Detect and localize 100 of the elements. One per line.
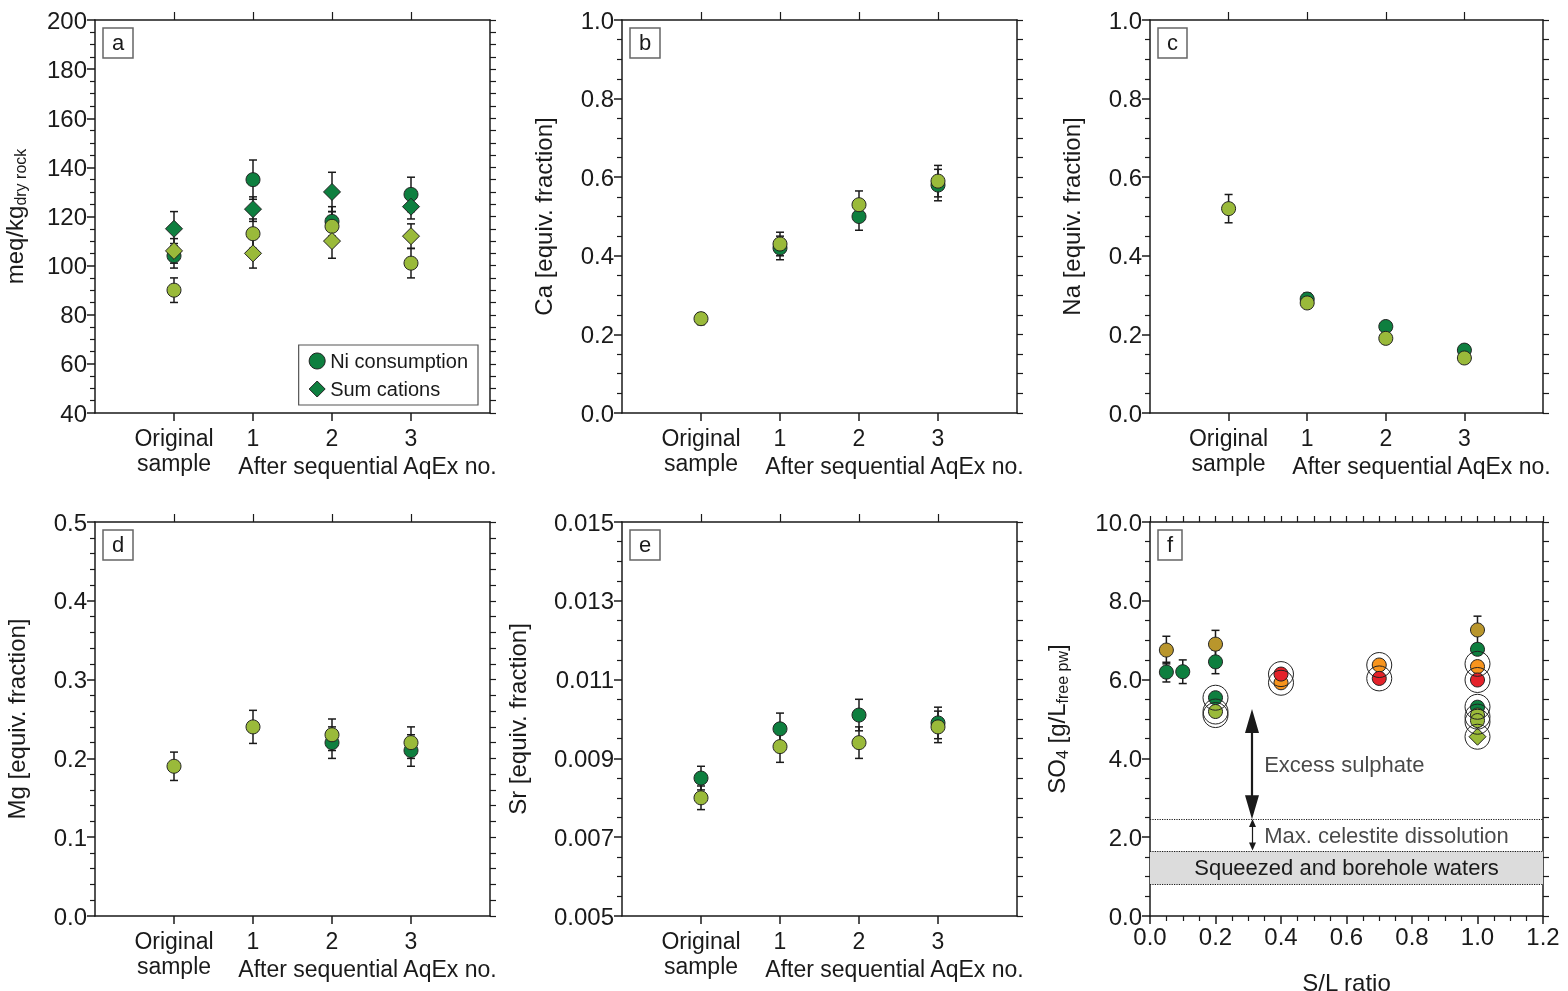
x-axis-title: After sequential AqEx no. (765, 956, 1024, 982)
y-tick-label: 0.4 (580, 242, 614, 270)
point (1268, 661, 1294, 688)
point (693, 770, 709, 786)
point (1378, 330, 1394, 346)
y-tick-label: 0.007 (553, 823, 614, 851)
point (1456, 350, 1472, 366)
x-axis-title: After sequential AqEx no. (238, 453, 497, 479)
point (693, 790, 709, 806)
point (772, 721, 788, 737)
point (1221, 201, 1237, 217)
x-tick-label: 3 (404, 424, 418, 451)
x-tick-label: 2 (325, 424, 339, 451)
band-label: Squeezed and borehole waters (1194, 855, 1499, 881)
point (402, 227, 420, 246)
x-tick-label: Original sample (661, 927, 741, 979)
point (245, 172, 261, 188)
y-axis-title: Ca [equiv. fraction] (530, 117, 558, 316)
point (244, 244, 262, 263)
y-tick-label: 0.015 (553, 508, 614, 536)
annotation: Excess sulphate (1264, 751, 1425, 777)
y-tick-label: 8.0 (1108, 587, 1142, 615)
chart-title: e (639, 531, 652, 557)
point (403, 186, 419, 202)
chart-title: d (112, 531, 125, 557)
y-tick-label: 140 (46, 153, 87, 181)
y-tick-label: 0.2 (1108, 320, 1142, 348)
x-tick-label: Original sample (661, 424, 741, 476)
point (930, 719, 946, 735)
point (165, 219, 183, 238)
chart-title: b (639, 29, 652, 55)
point (1464, 703, 1491, 730)
y-tick-label: 0.0 (580, 399, 614, 427)
legend-label: Ni consumption (330, 350, 468, 372)
y-tick-label: 0.2 (580, 320, 614, 348)
y-tick-label: 1.0 (580, 6, 614, 34)
point (1268, 669, 1294, 696)
x-tick-label: 1 (246, 927, 260, 954)
point (324, 727, 340, 743)
y-tick-label: 0.2 (53, 744, 87, 772)
y-tick-label: 0.6 (1108, 163, 1142, 191)
point (324, 218, 340, 234)
point (1470, 622, 1485, 638)
y-tick-label: 120 (46, 203, 87, 230)
x-axis-title: After sequential AqEx no. (238, 956, 497, 982)
y-tick-label: 0.005 (553, 902, 614, 930)
x-tick-label: 3 (931, 424, 945, 451)
point (851, 197, 867, 213)
y-axis-title: Sr [equiv. fraction] (503, 623, 531, 815)
annotation: Max. celestite dissolution (1264, 822, 1509, 848)
x-tick-label: 0.6 (1329, 922, 1364, 950)
y-tick-label: 80 (60, 301, 87, 329)
point (851, 209, 867, 224)
point (1464, 693, 1491, 720)
point (1366, 665, 1393, 692)
point (403, 735, 419, 751)
point (772, 739, 788, 755)
y-tick-label: 0.4 (1108, 242, 1142, 270)
point (403, 255, 419, 271)
point (245, 226, 261, 242)
y-tick-label: 0.3 (53, 666, 87, 694)
x-tick-label: 2 (852, 927, 866, 954)
y-tick-label: 200 (46, 6, 87, 34)
x-tick-label: 1 (773, 424, 787, 451)
legend-label: Sum cations (330, 378, 441, 400)
point (930, 173, 946, 189)
point (323, 232, 341, 251)
point (1175, 664, 1191, 680)
point (402, 197, 420, 216)
y-axis-title: SO4 [g/Lfree pw] (1042, 644, 1071, 794)
x-axis-title: After sequential AqEx no. (765, 453, 1024, 479)
chart-title: a (112, 29, 125, 55)
x-tick-label: 1 (246, 424, 260, 451)
y-tick-label: 6.0 (1108, 666, 1142, 694)
point (245, 719, 261, 735)
y-axis-title: meq/kgdry rock (1, 147, 30, 285)
y-tick-label: 60 (60, 350, 87, 378)
y-tick-label: 0.8 (1108, 85, 1142, 113)
chart-title: f (1167, 531, 1174, 557)
x-tick-label: 3 (404, 927, 418, 954)
point (851, 735, 867, 751)
x-tick-label: Original sample (134, 424, 214, 476)
point (1470, 641, 1485, 657)
x-tick-label: Original sample (1188, 424, 1269, 476)
x-axis-title: After sequential AqEx no. (1292, 453, 1551, 479)
x-tick-label: 2 (852, 424, 866, 451)
point (1202, 684, 1229, 711)
chart-title: c (1167, 29, 1178, 55)
y-tick-label: 0.6 (580, 163, 614, 191)
y-axis-title: Mg [equiv. fraction] (3, 618, 31, 820)
y-axis-title: Na [equiv. fraction] (1058, 117, 1086, 316)
point (244, 200, 262, 219)
point (165, 241, 183, 260)
point (1208, 654, 1223, 670)
point (323, 182, 341, 201)
y-tick-label: 160 (46, 104, 87, 132)
x-tick-label: 2 (325, 927, 339, 954)
x-tick-label: 2 (1379, 424, 1393, 451)
y-tick-label: 40 (60, 399, 87, 427)
y-tick-label: 0.1 (53, 823, 87, 851)
